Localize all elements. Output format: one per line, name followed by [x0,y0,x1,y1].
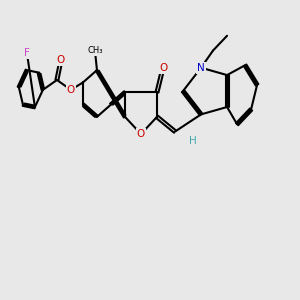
Text: O: O [159,63,167,73]
Text: O: O [137,129,145,139]
Text: H: H [189,136,197,146]
Text: N: N [197,63,205,73]
Text: CH₃: CH₃ [87,46,103,55]
Text: O: O [57,55,65,65]
Text: O: O [67,85,75,95]
Text: F: F [24,48,30,58]
